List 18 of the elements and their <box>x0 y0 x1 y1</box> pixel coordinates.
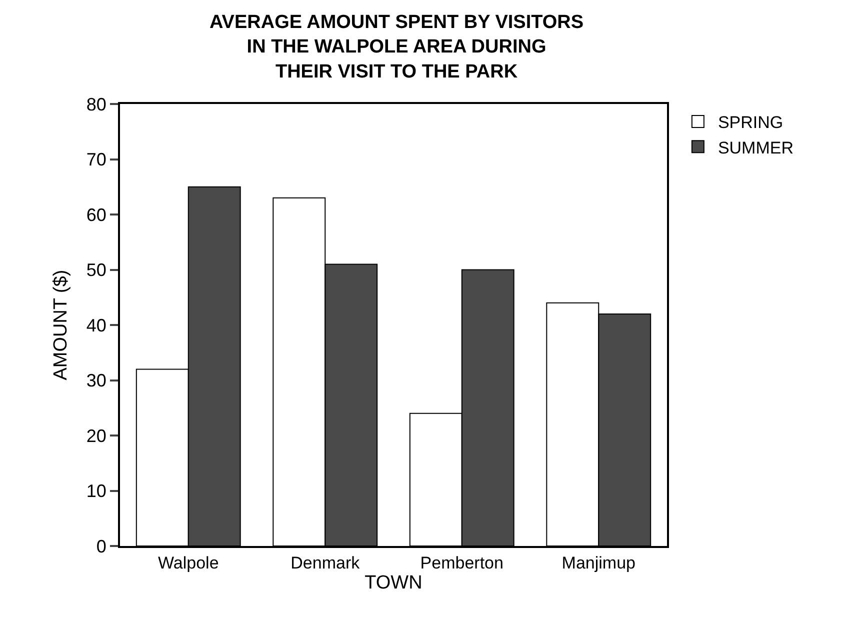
y-tick-label: 70 <box>86 150 106 170</box>
y-tick-label: 80 <box>86 94 106 114</box>
y-tick-label: 20 <box>86 426 106 446</box>
legend-label: SUMMER <box>718 138 794 158</box>
chart-title: AVERAGE AMOUNT SPENT BY VISITORS IN THE WALPOLE AREA DURING THEIR VISIT TO THE PARK <box>209 12 584 82</box>
x-tick-label: Walpole <box>158 553 219 572</box>
y-tick-label: 50 <box>86 260 106 280</box>
x-tick-label: Manjimup <box>562 553 636 572</box>
y-axis-title: AMOUNT ($) <box>50 270 72 380</box>
legend-label: SPRING <box>718 113 784 132</box>
y-tick-label: 10 <box>86 481 106 502</box>
y-tick-label: 60 <box>86 204 106 225</box>
x-axis-title: TOWN <box>364 572 422 594</box>
x-tick-label: Denmark <box>290 553 360 572</box>
y-tick-label: 40 <box>86 315 106 336</box>
y-tick-label: 0 <box>96 536 106 556</box>
x-tick-label: Pemberton <box>420 553 504 572</box>
y-tick-label: 30 <box>86 370 106 391</box>
